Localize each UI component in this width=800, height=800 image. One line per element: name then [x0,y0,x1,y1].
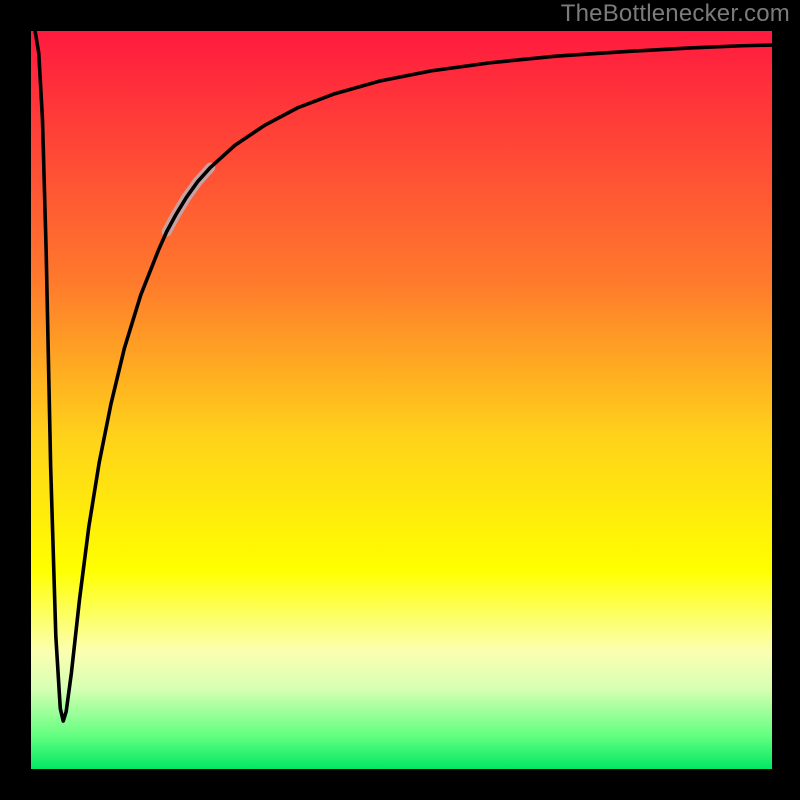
chart-svg [0,0,800,800]
watermark-text: TheBottlenecker.com [561,0,790,28]
gradient-background [31,31,772,769]
chart-stage: TheBottlenecker.com [0,0,800,800]
